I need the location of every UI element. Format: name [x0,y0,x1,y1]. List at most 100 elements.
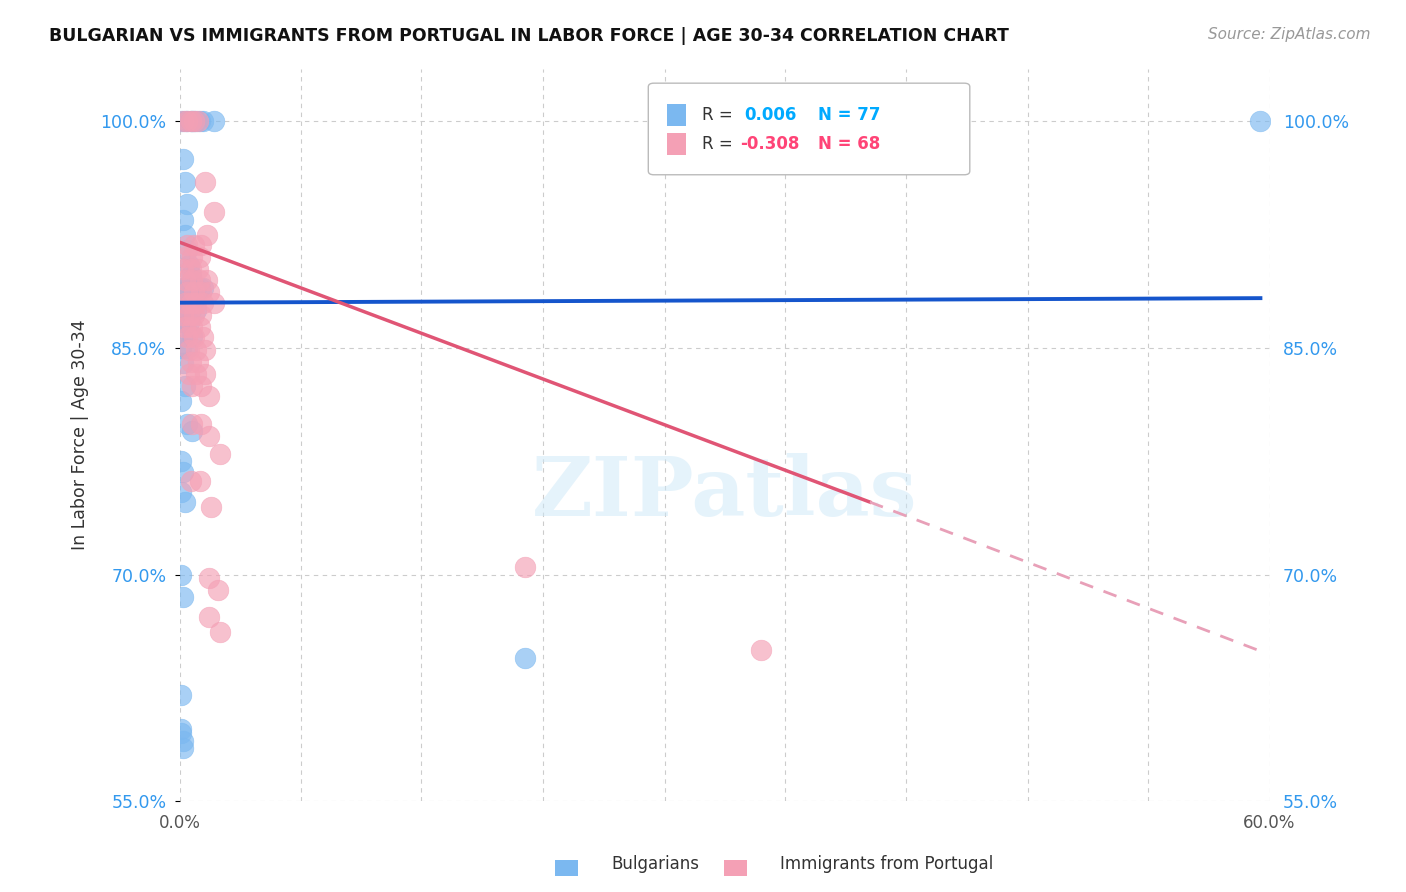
Point [174,495,197,509]
Point [208,447,231,461]
Point [513,650,536,665]
Point [172,293,194,307]
Text: ZIPatlas: ZIPatlas [531,453,917,533]
Point [180,354,202,368]
Point [172,741,194,756]
Point [174,319,197,334]
Point [170,722,193,736]
Point [194,175,217,189]
Point [184,280,207,294]
Point [170,393,193,408]
Point [174,303,197,318]
Text: N = 77: N = 77 [818,105,880,124]
Point [207,582,229,597]
Point [183,293,205,307]
Text: 0.006: 0.006 [744,105,797,124]
Point [184,343,207,357]
Point [181,251,204,265]
Point [176,114,198,128]
Point [181,280,204,294]
Point [177,308,200,322]
Text: R =: R = [702,105,738,124]
Point [202,295,225,310]
Point [177,343,200,357]
Text: -0.308: -0.308 [740,135,799,153]
Point [172,152,194,166]
Point [174,175,197,189]
FancyBboxPatch shape [648,83,970,175]
Point [176,238,198,252]
Point [176,417,198,431]
Point [193,330,215,344]
Point [174,295,197,310]
Point [184,295,207,310]
Point [197,571,219,585]
Point [174,114,197,128]
Point [200,500,222,514]
Point [194,367,217,381]
Point [188,251,211,265]
Point [190,417,212,431]
Point [174,329,197,343]
Point [172,262,194,277]
Point [181,319,204,334]
Point [188,474,211,488]
Point [170,689,193,703]
Point [513,560,536,574]
Point [181,378,204,392]
Point [197,428,219,442]
Point [174,378,197,392]
Point [177,367,200,381]
Point [176,285,198,299]
Point [208,625,231,640]
Point [183,238,205,252]
Bar [666,133,686,155]
Point [194,343,217,357]
Point [176,197,198,211]
Point [195,227,218,242]
Point [174,273,197,287]
Point [187,262,209,277]
Point [193,295,215,310]
Point [170,114,193,128]
Text: Source: ZipAtlas.com: Source: ZipAtlas.com [1208,27,1371,42]
Point [174,251,197,265]
Point [197,389,219,403]
Bar [666,103,686,126]
Point [172,114,194,128]
Point [172,356,194,370]
Point [193,280,215,294]
Text: Immigrants from Portugal: Immigrants from Portugal [780,855,994,872]
Point [172,465,194,479]
Point [170,280,193,294]
Point [174,280,197,294]
Point [180,293,202,307]
Point [183,330,205,344]
Point [170,484,193,499]
Point [183,114,205,128]
Point [184,114,207,128]
Text: N = 68: N = 68 [818,135,880,153]
Point [170,303,193,318]
Point [172,591,194,605]
Point [197,610,219,624]
Point [170,726,193,740]
Point [177,280,200,294]
Point [180,268,202,283]
Point [181,424,204,438]
Point [181,329,204,343]
Text: BULGARIAN VS IMMIGRANTS FROM PORTUGAL IN LABOR FORCE | AGE 30-34 CORRELATION CHA: BULGARIAN VS IMMIGRANTS FROM PORTUGAL IN… [49,27,1010,45]
Point [180,295,202,310]
Point [187,354,209,368]
Point [176,114,198,128]
Point [188,280,211,294]
Point [172,212,194,227]
Point [190,285,212,299]
Point [184,367,207,381]
Point [180,303,202,318]
Point [190,308,212,322]
Point [1249,114,1271,128]
Point [176,243,198,257]
Text: R =: R = [702,135,738,153]
Point [180,114,202,128]
